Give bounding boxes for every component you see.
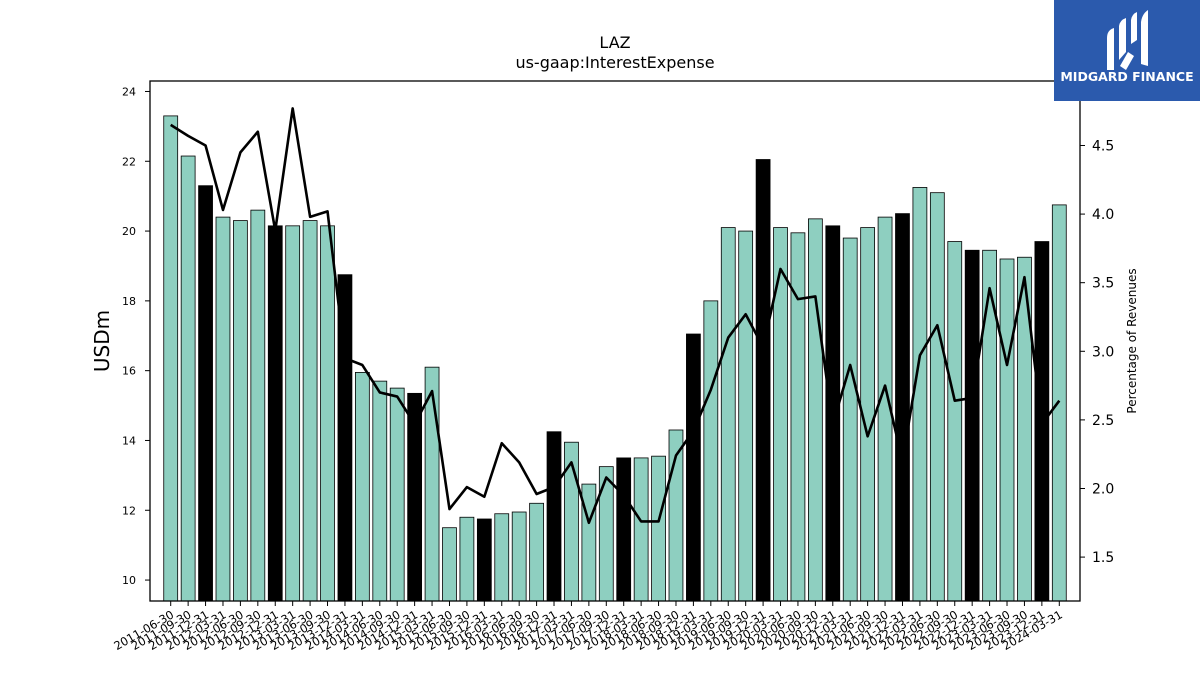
bar-2016-12-31 bbox=[546, 431, 562, 602]
y2-tick-label: 1.5 bbox=[1092, 550, 1114, 566]
bar-2023-03-31 bbox=[982, 249, 997, 602]
brand-logo-background bbox=[1054, 0, 1200, 101]
bar-2014-06-30 bbox=[372, 380, 388, 602]
bar-2012-06-30 bbox=[233, 220, 248, 602]
bar-2016-06-30 bbox=[511, 511, 527, 602]
y-tick-label: 12 bbox=[122, 504, 136, 517]
y2-tick-label: 4.5 bbox=[1092, 138, 1114, 154]
bar-2012-12-31 bbox=[267, 225, 283, 602]
bar-2015-12-31 bbox=[476, 518, 492, 602]
bar-2012-09-30 bbox=[250, 209, 266, 602]
bar-2011-09-30 bbox=[180, 155, 196, 602]
bar-2021-12-31 bbox=[895, 213, 910, 602]
brand-mark-icon bbox=[1107, 10, 1148, 70]
left-axis-ticks: 10 12 14 16 18 20 22 24 bbox=[122, 85, 150, 587]
plot-frame bbox=[149, 80, 1081, 602]
bar-2011-12-31 bbox=[198, 185, 213, 602]
bar-2015-06-30 bbox=[442, 527, 457, 602]
y2-axis-label: Percentage of Revenues bbox=[1125, 268, 1139, 413]
percentage-of-revenues-line bbox=[170, 107, 1061, 525]
bar-2014-03-31 bbox=[354, 372, 370, 602]
bar-2014-09-30 bbox=[389, 387, 405, 602]
line-series bbox=[170, 107, 1061, 525]
chart-title: LAZ bbox=[599, 33, 630, 52]
y-tick-label: 20 bbox=[122, 225, 136, 238]
bar-2016-09-30 bbox=[529, 502, 544, 602]
y2-tick-label: 3.0 bbox=[1092, 344, 1114, 360]
bar-2022-06-30 bbox=[929, 192, 945, 602]
y2-tick-label: 3.5 bbox=[1092, 276, 1114, 292]
bar-2018-06-30 bbox=[651, 455, 666, 602]
bar-2020-03-31 bbox=[773, 227, 788, 602]
bar-2021-03-31 bbox=[842, 237, 858, 602]
bar-2018-12-31 bbox=[686, 333, 701, 602]
y-tick-label: 18 bbox=[122, 295, 136, 308]
bar-2013-03-31 bbox=[285, 225, 301, 602]
bar-2020-09-30 bbox=[808, 218, 823, 602]
brand-logo: MIDGARD FINANCE bbox=[1054, 0, 1200, 101]
bar-2012-03-31 bbox=[215, 216, 231, 602]
bar-2022-03-31 bbox=[912, 187, 928, 602]
bar-series bbox=[163, 115, 1067, 602]
right-axis-ticks: 1.5 2.0 2.5 3.0 3.5 4.0 4.5 bbox=[1080, 138, 1114, 566]
y-axis-label: USDm bbox=[90, 310, 114, 372]
y2-tick-label: 2.0 bbox=[1092, 481, 1114, 497]
bar-2024-03-31 bbox=[1051, 204, 1067, 602]
bar-2018-03-31 bbox=[633, 457, 649, 602]
y-tick-label: 10 bbox=[122, 574, 136, 587]
bar-2019-12-31 bbox=[755, 159, 771, 602]
bar-2019-06-30 bbox=[720, 227, 736, 602]
y-tick-label: 22 bbox=[122, 155, 136, 168]
bar-2022-12-31 bbox=[964, 249, 980, 602]
y2-tick-label: 4.0 bbox=[1092, 207, 1114, 223]
y2-tick-label: 2.5 bbox=[1092, 413, 1114, 429]
bar-2020-06-30 bbox=[790, 232, 806, 602]
bar-2019-09-30 bbox=[738, 230, 754, 602]
bar-2019-03-31 bbox=[703, 300, 719, 602]
y-tick-label: 14 bbox=[122, 434, 136, 447]
bar-2013-09-30 bbox=[320, 225, 335, 602]
y-tick-label: 24 bbox=[122, 85, 136, 98]
bar-2020-12-31 bbox=[825, 225, 841, 602]
chart-subtitle: us-gaap:InterestExpense bbox=[515, 53, 714, 72]
bar-2013-06-30 bbox=[302, 220, 318, 602]
x-axis-ticks: 2011-06-302011-09-302011-12-312012-03-31… bbox=[111, 601, 1065, 653]
bar-2023-06-30 bbox=[999, 258, 1015, 602]
bar-2022-09-30 bbox=[947, 241, 963, 602]
y-tick-label: 16 bbox=[122, 365, 136, 378]
brand-name: MIDGARD FINANCE bbox=[1060, 69, 1193, 84]
bar-2011-06-30 bbox=[163, 115, 179, 602]
bar-2015-09-30 bbox=[459, 516, 475, 602]
bar-2016-03-31 bbox=[494, 513, 510, 602]
bar-2017-12-31 bbox=[616, 457, 632, 602]
